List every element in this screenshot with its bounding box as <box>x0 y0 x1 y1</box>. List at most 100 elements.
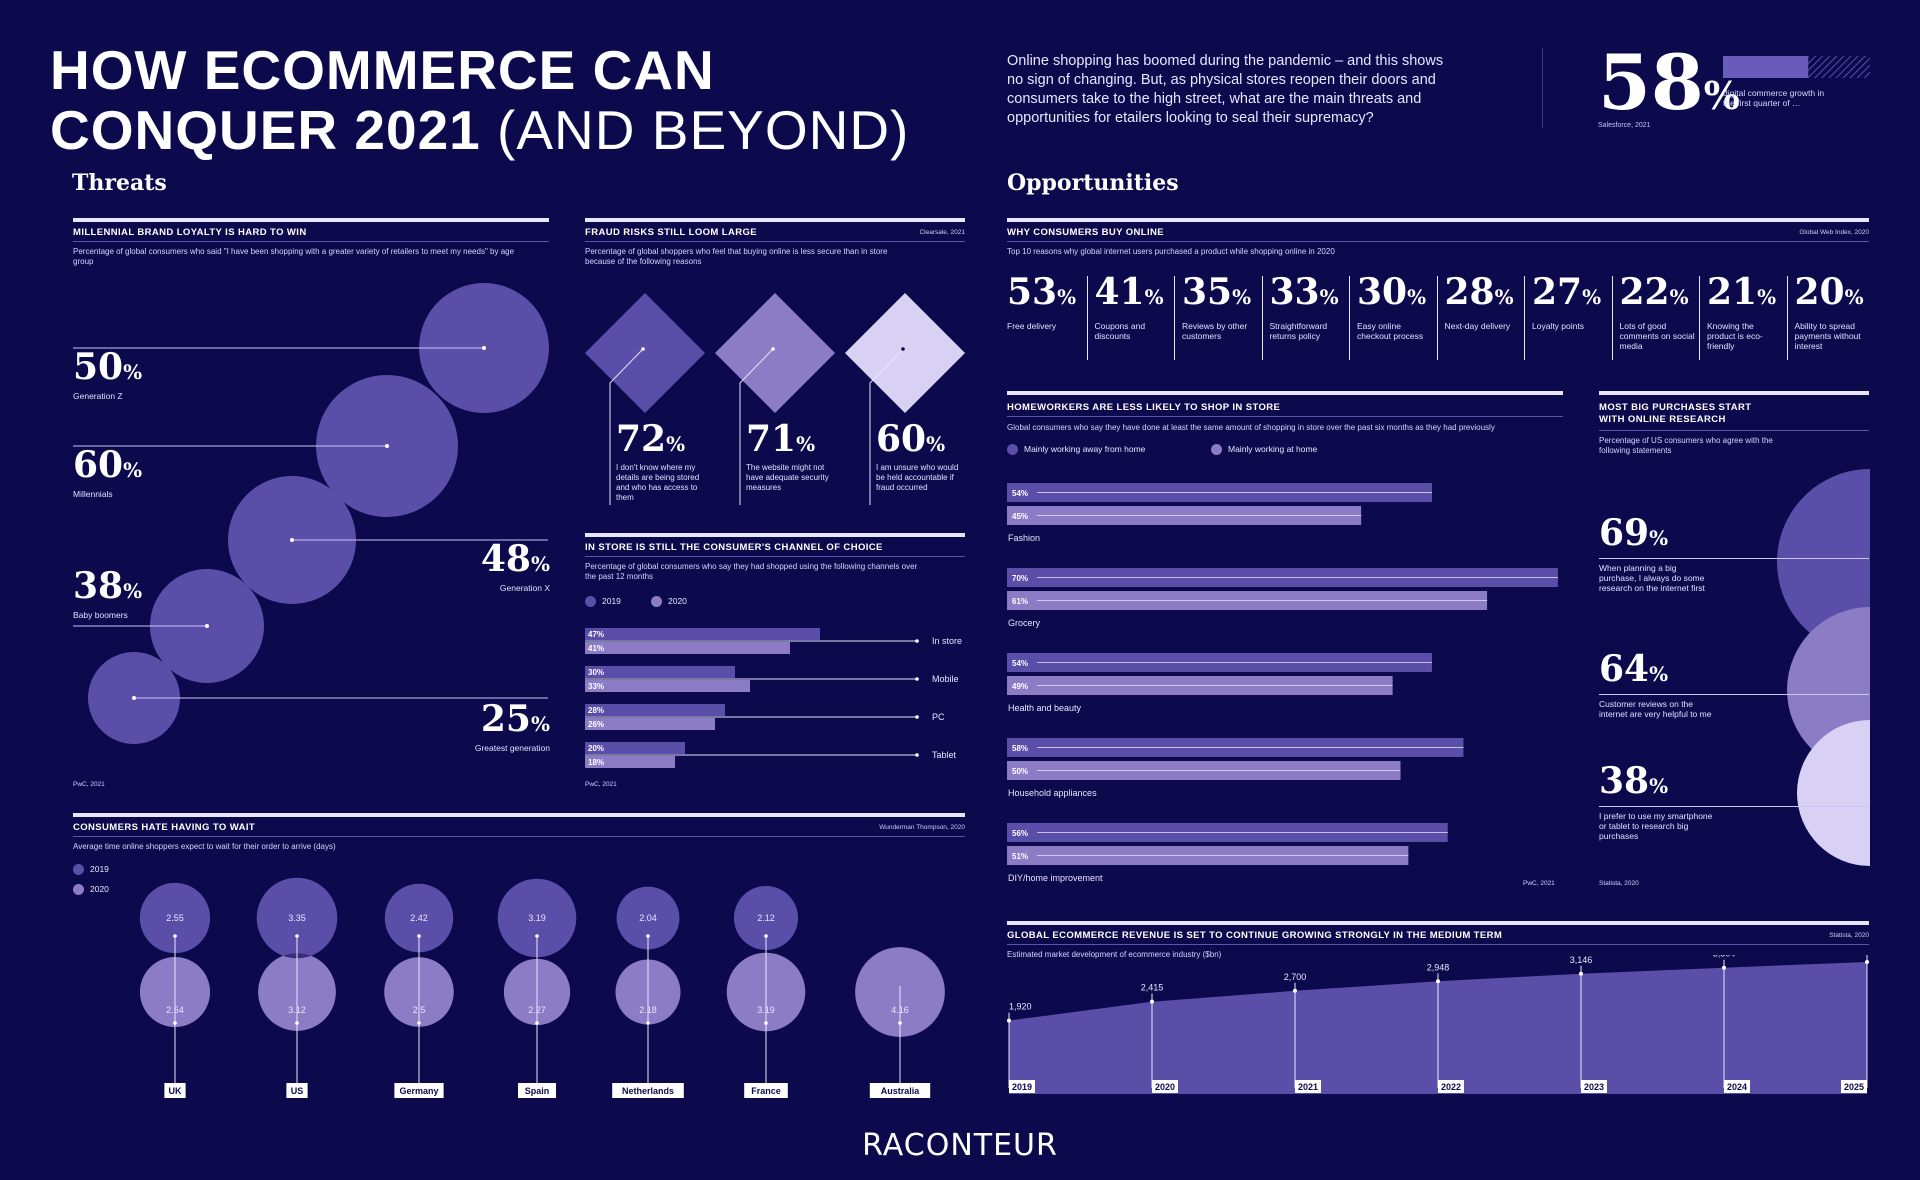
wait-country-label: UK <box>169 1086 182 1096</box>
fraud-leader-1 <box>609 348 644 505</box>
wait-leader-dot <box>295 934 299 938</box>
instore-category-label: In store <box>932 636 962 646</box>
home-category-label: Health and beauty <box>1008 703 1082 713</box>
research-value-3-num: 38 <box>1599 760 1650 802</box>
home-bar-value: 56% <box>1012 829 1028 838</box>
instore-bar <box>585 628 820 640</box>
wait-leader-dot <box>535 1021 539 1025</box>
fraud-rule <box>585 218 965 222</box>
wait-leader-dot <box>173 934 177 938</box>
wait-bubble-2019 <box>733 885 799 951</box>
reason-value-num: 28 <box>1444 271 1495 313</box>
wait-value-2019: 2.04 <box>639 913 657 923</box>
wait-bubble-2019 <box>616 886 680 950</box>
wait-country-label: Netherlands <box>622 1086 674 1096</box>
fraud-diamond-2 <box>715 293 835 413</box>
hero-source: Salesforce, 2021 <box>1598 122 1651 129</box>
loyalty-title-underline <box>73 241 549 242</box>
fraud-value-1: 72% <box>616 420 711 463</box>
title-line-1: HOW ECOMMERCE CAN <box>50 39 715 101</box>
fraud-desc: Percentage of global shoppers who feel t… <box>585 247 888 266</box>
fraud-diamonds <box>585 293 965 505</box>
instore-legend-2019-label: 2019 <box>602 596 621 606</box>
home-bar-value: 54% <box>1012 659 1028 668</box>
loyalty-title: MILLENNIAL BRAND LOYALTY IS HARD TO WIN <box>73 227 307 238</box>
research-stat-2: 64% Customer reviews on the internet are… <box>1599 650 1714 719</box>
percent-sign: % <box>123 360 143 384</box>
why-desc: Top 10 reasons why global internet users… <box>1007 247 1335 256</box>
reason-value: 22% <box>1620 272 1696 317</box>
why-reasons-row: 53% Free delivery 41% Coupons and discounts… <box>1007 272 1869 362</box>
instore-bar <box>585 680 750 692</box>
reason-value: 35% <box>1182 272 1258 317</box>
fraud-label-3: I am unsure who would be held accountabl… <box>876 463 959 492</box>
wait-bubble-2019 <box>497 878 577 958</box>
home-bar-value: 49% <box>1012 682 1028 691</box>
legend-swatch-mid <box>651 596 662 608</box>
instore-desc: Percentage of global consumers who say t… <box>585 562 918 581</box>
instore-bar-value: 20% <box>588 744 604 753</box>
percent-sign: % <box>1232 285 1252 309</box>
loyalty-source: PwC, 2021 <box>73 781 105 788</box>
revenue-year-box <box>1438 1080 1464 1093</box>
reason-label: Easy online checkout process <box>1357 321 1424 341</box>
percent-sign: % <box>1582 285 1602 309</box>
wait-country-label: US <box>291 1086 304 1096</box>
loyalty-value-boomers-num: 38 <box>73 565 124 607</box>
instore-legend-2020-label: 2020 <box>668 596 687 606</box>
percent-sign: % <box>1649 526 1669 550</box>
reason-item: 22% Lots of good comments on social media <box>1620 272 1696 351</box>
legend-swatch-mid <box>73 884 84 896</box>
wait-bubble-chart: 2.55 2.54 UK 3.35 3.12 US 2.42 2.5 Germany 3.19 2.… <box>139 877 945 1098</box>
revenue-year-box <box>1841 1080 1867 1093</box>
fraud-leader-dot-3 <box>901 347 905 351</box>
instore-bar <box>585 718 715 730</box>
wait-leader-dot <box>898 1021 902 1025</box>
revenue-year-box <box>1152 1080 1178 1093</box>
loyalty-dot-millennials <box>385 444 389 448</box>
reason-separator <box>1786 276 1788 360</box>
wait-country-box <box>744 1083 788 1098</box>
title-line-2-bold: CONQUER 2021 <box>50 99 481 161</box>
percent-sign: % <box>1844 285 1864 309</box>
reason-label: Free delivery <box>1007 321 1057 331</box>
reason-value-num: 35 <box>1182 271 1233 313</box>
why-source: Global Web Index, 2020 <box>1799 229 1869 236</box>
revenue-rule <box>1007 921 1869 925</box>
research-value-1: 69% <box>1599 514 1714 557</box>
home-bar-value: 70% <box>1012 574 1028 583</box>
home-source: PwC, 2021 <box>1523 880 1555 887</box>
wait-leader-dot <box>535 934 539 938</box>
fraud-stat-1: 72% I don't know where my details are be… <box>616 420 711 503</box>
research-value-1-num: 69 <box>1599 512 1650 554</box>
wait-country-box <box>518 1083 556 1098</box>
instore-bar-value: 47% <box>588 630 604 639</box>
revenue-source: Statista, 2020 <box>1829 932 1869 939</box>
reason-value-num: 53 <box>1007 271 1058 313</box>
loyalty-stat-boomers: 38% Baby boomers <box>73 567 142 620</box>
fraud-diamond-3 <box>845 293 965 413</box>
fraud-value-3-num: 60 <box>876 418 927 460</box>
loyalty-stat-millennials: 60% Millennials <box>73 446 142 499</box>
home-bar-value: 51% <box>1012 852 1028 861</box>
revenue-year-label: 2022 <box>1441 1082 1461 1092</box>
loyalty-value-genx: 48% <box>420 540 550 583</box>
wait-value-2019: 2.55 <box>166 913 184 923</box>
wait-source: Wunderman Thompson, 2020 <box>879 824 965 831</box>
fraud-stat-3: 60% I am unsure who would be held accoun… <box>876 420 966 493</box>
loyalty-value-genx-num: 48 <box>480 538 531 580</box>
percent-sign: % <box>1649 774 1669 798</box>
percent-sign: % <box>530 712 550 736</box>
instore-bar-value: 41% <box>588 644 604 653</box>
loyalty-stat-genz: 50% Generation Z <box>73 348 142 401</box>
home-title: HOMEWORKERS ARE LESS LIKELY TO SHOP IN S… <box>1007 402 1281 413</box>
raconteur-logo: RACONTEUR <box>862 1128 1058 1163</box>
opportunities-heading: Opportunities <box>1007 170 1179 196</box>
research-title: MOST BIG PURCHASES START WITH ONLINE RES… <box>1599 402 1752 425</box>
reason-separator <box>1436 276 1438 360</box>
wait-value-2020: 3.12 <box>288 1005 306 1015</box>
revenue-year-label: 2019 <box>1012 1082 1032 1092</box>
fraud-leader-2 <box>739 348 774 505</box>
revenue-year-label: 2024 <box>1727 1082 1747 1092</box>
research-label-3: I prefer to use my smartphone or tablet … <box>1599 811 1713 841</box>
